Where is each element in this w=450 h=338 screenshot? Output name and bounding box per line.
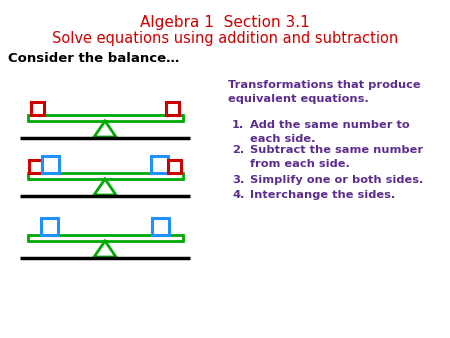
Bar bbox=[41, 218, 58, 235]
Text: Solve equations using addition and subtraction: Solve equations using addition and subtr… bbox=[52, 30, 398, 46]
Bar bbox=[152, 218, 169, 235]
Text: 3.: 3. bbox=[232, 175, 244, 185]
Text: Interchange the sides.: Interchange the sides. bbox=[250, 190, 395, 200]
Bar bbox=[42, 156, 59, 173]
Text: 1.: 1. bbox=[232, 120, 244, 130]
Text: Transformations that produce
equivalent equations.: Transformations that produce equivalent … bbox=[228, 80, 421, 104]
Bar bbox=[27, 235, 183, 241]
Text: 4.: 4. bbox=[232, 190, 244, 200]
Bar bbox=[29, 160, 42, 173]
Bar bbox=[166, 102, 179, 115]
Text: Add the same number to
each side.: Add the same number to each side. bbox=[250, 120, 410, 144]
Bar bbox=[151, 156, 168, 173]
Text: Subtract the same number
from each side.: Subtract the same number from each side. bbox=[250, 145, 423, 169]
Polygon shape bbox=[94, 179, 116, 195]
Text: Consider the balance…: Consider the balance… bbox=[8, 52, 179, 66]
Text: Algebra 1  Section 3.1: Algebra 1 Section 3.1 bbox=[140, 15, 310, 29]
Bar bbox=[27, 173, 183, 179]
Polygon shape bbox=[94, 121, 116, 137]
Text: 2.: 2. bbox=[232, 145, 244, 155]
Bar bbox=[27, 115, 183, 121]
Bar bbox=[168, 160, 181, 173]
Text: Simplify one or both sides.: Simplify one or both sides. bbox=[250, 175, 423, 185]
Polygon shape bbox=[94, 241, 116, 257]
Bar bbox=[31, 102, 44, 115]
